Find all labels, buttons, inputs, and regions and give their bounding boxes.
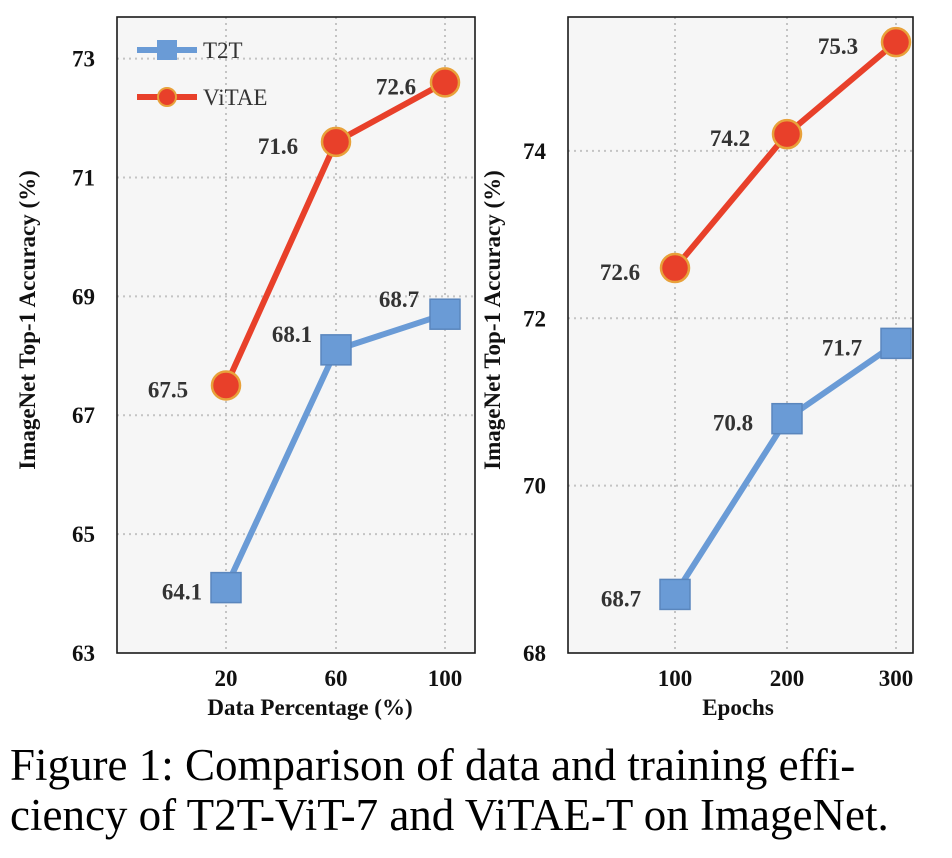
legend-marker-t2t (157, 40, 177, 60)
caption-line-1: Figure 1: Comparison of data and trainin… (10, 740, 856, 790)
x-tick-label: 100 (428, 666, 463, 691)
x-axis-label: Epochs (702, 695, 774, 720)
x-tick-label: 60 (325, 666, 348, 691)
y-tick-label: 71 (72, 165, 95, 190)
x-axis-label: Data Percentage (%) (207, 695, 412, 720)
y-tick-label: 67 (72, 403, 95, 428)
data-point-vitae (320, 126, 352, 158)
y-tick-label: 70 (523, 474, 546, 499)
plot-frame (567, 16, 914, 654)
y-axis-label: ImageNet Top-1 Accuracy (%) (15, 170, 40, 470)
data-label: 64.1 (162, 580, 202, 605)
data-point-vitae (659, 252, 691, 284)
plot-area (568, 17, 913, 653)
y-tick-label: 63 (72, 641, 95, 666)
data-point-vitae (880, 26, 912, 58)
plot-area (117, 17, 475, 653)
legend-label-t2t: T2T (203, 38, 243, 63)
x-tick-label: 100 (658, 666, 693, 691)
y-axis-label: ImageNet Top-1 Accuracy (%) (480, 170, 505, 470)
data-label: 72.6 (376, 74, 416, 99)
figure-caption: Figure 1: Comparison of data and trainin… (10, 740, 950, 840)
data-label: 71.7 (822, 335, 862, 360)
y-tick-label: 73 (72, 47, 95, 72)
data-label: 70.8 (713, 411, 753, 436)
chart-data-percentage: 63 65 67 69 71 73 20 60 100 Data Percentage (%) Im… (15, 16, 476, 720)
data-label: 75.3 (818, 34, 858, 59)
data-point-vitae (429, 67, 461, 98)
plot-frame (116, 16, 476, 654)
data-point-vitae (210, 370, 242, 401)
legend-label-vitae: ViTAE (203, 85, 268, 110)
data-label: 71.6 (258, 134, 298, 159)
legend: T2T ViTAE (137, 38, 268, 110)
x-tick-label: 20 (215, 666, 238, 691)
data-point-t2t (320, 334, 352, 366)
x-tick-label: 200 (770, 666, 805, 691)
y-tick-label: 68 (523, 641, 546, 666)
data-label: 68.7 (601, 586, 641, 611)
y-tick-label: 69 (72, 284, 95, 309)
data-point-t2t (210, 571, 242, 604)
data-label: 74.2 (710, 126, 750, 151)
data-point-t2t (771, 402, 803, 435)
data-label: 68.7 (379, 287, 419, 312)
data-point-t2t (659, 578, 691, 611)
data-point-t2t (429, 298, 461, 330)
data-label: 67.5 (148, 378, 188, 403)
data-label: 72.6 (600, 260, 640, 285)
chart-epochs: 68 70 72 74 100 200 300 Epochs ImageNet Top-1 Ac… (480, 16, 914, 720)
caption-line-2: ciency of T2T-ViT-7 and ViTAE-T on Image… (10, 790, 889, 840)
y-tick-label: 65 (72, 522, 95, 547)
legend-marker-vitae (157, 87, 177, 107)
x-tick-label: 300 (879, 666, 914, 691)
data-label: 68.1 (272, 322, 312, 347)
data-point-t2t (880, 327, 912, 360)
data-point-vitae (771, 118, 803, 150)
y-tick-label: 74 (523, 139, 547, 164)
y-tick-label: 72 (523, 306, 546, 331)
